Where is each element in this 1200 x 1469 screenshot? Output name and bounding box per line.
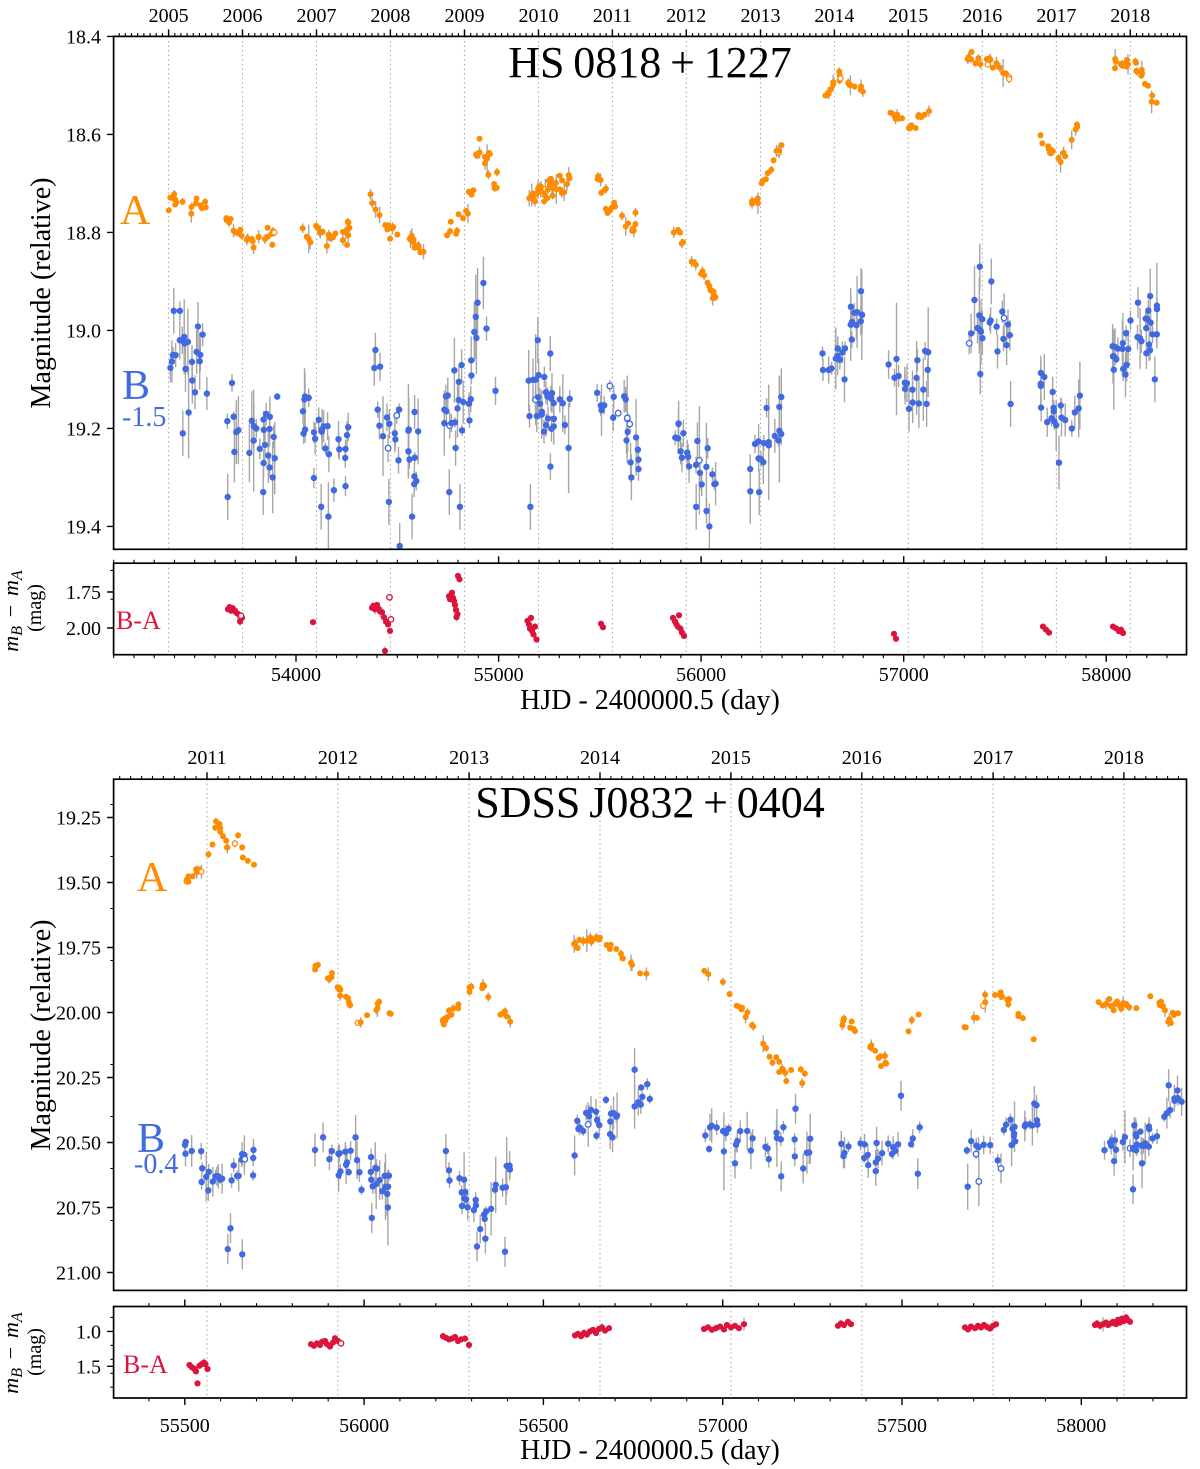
svg-text:20.75: 20.75 — [56, 1198, 101, 1220]
svg-text:19.2: 19.2 — [66, 418, 101, 440]
svg-text:-1.5: -1.5 — [122, 402, 166, 433]
svg-text:(mag): (mag) — [24, 1328, 46, 1376]
svg-text:56500: 56500 — [518, 1415, 568, 1437]
svg-text:2010: 2010 — [519, 5, 559, 27]
svg-text:19.4: 19.4 — [66, 516, 101, 538]
svg-text:2008: 2008 — [370, 5, 410, 27]
svg-text:18.4: 18.4 — [66, 26, 101, 48]
svg-text:HJD - 2400000.5 (day): HJD - 2400000.5 (day) — [520, 1435, 780, 1466]
svg-text:57000: 57000 — [879, 664, 929, 686]
svg-text:mB − mA: mB − mA — [0, 1312, 26, 1394]
svg-text:B: B — [137, 1116, 165, 1162]
svg-text:19.75: 19.75 — [56, 938, 101, 960]
svg-text:HJD - 2400000.5 (day): HJD - 2400000.5 (day) — [520, 685, 780, 716]
svg-text:2011: 2011 — [593, 5, 632, 27]
svg-text:2012: 2012 — [666, 5, 706, 27]
svg-text:19.0: 19.0 — [66, 320, 101, 342]
svg-text:2016: 2016 — [962, 5, 1002, 27]
svg-text:56000: 56000 — [339, 1415, 389, 1437]
svg-text:58000: 58000 — [1056, 1415, 1106, 1437]
svg-text:21.00: 21.00 — [56, 1263, 101, 1285]
svg-text:B-A: B-A — [123, 1350, 168, 1379]
svg-text:2015: 2015 — [888, 5, 928, 27]
svg-text:2009: 2009 — [445, 5, 485, 27]
svg-text:2014: 2014 — [814, 5, 854, 27]
svg-text:A: A — [137, 855, 168, 901]
svg-text:19.25: 19.25 — [56, 808, 101, 830]
svg-text:20.00: 20.00 — [56, 1003, 101, 1025]
svg-text:2007: 2007 — [297, 5, 337, 27]
svg-text:2013: 2013 — [741, 5, 781, 27]
svg-text:2014: 2014 — [580, 747, 620, 769]
svg-text:2005: 2005 — [149, 5, 189, 27]
svg-text:mB − mA: mB − mA — [0, 570, 26, 652]
svg-text:54000: 54000 — [271, 664, 321, 686]
svg-text:57000: 57000 — [698, 1415, 748, 1437]
svg-text:1.0: 1.0 — [76, 1321, 101, 1343]
svg-text:56000: 56000 — [676, 664, 726, 686]
svg-text:1.75: 1.75 — [66, 582, 101, 604]
svg-text:20.50: 20.50 — [56, 1133, 101, 1155]
svg-text:2018: 2018 — [1104, 747, 1144, 769]
svg-text:2.00: 2.00 — [66, 618, 101, 640]
svg-text:19.50: 19.50 — [56, 873, 101, 895]
svg-text:2017: 2017 — [973, 747, 1013, 769]
svg-text:SDSS J0832 + 0404: SDSS J0832 + 0404 — [475, 778, 825, 827]
svg-text:2012: 2012 — [318, 747, 358, 769]
svg-text:(mag): (mag) — [24, 584, 46, 632]
svg-text:2013: 2013 — [449, 747, 489, 769]
svg-text:55500: 55500 — [160, 1415, 210, 1437]
svg-text:B: B — [122, 363, 150, 409]
svg-text:20.25: 20.25 — [56, 1068, 101, 1090]
svg-text:A: A — [120, 188, 151, 234]
svg-text:-0.4: -0.4 — [134, 1149, 178, 1180]
svg-text:18.8: 18.8 — [66, 222, 101, 244]
svg-text:Magnitude (relative): Magnitude (relative) — [26, 178, 57, 409]
svg-text:B-A: B-A — [116, 606, 161, 635]
svg-text:2015: 2015 — [711, 747, 751, 769]
svg-text:2018: 2018 — [1110, 5, 1150, 27]
svg-text:57500: 57500 — [877, 1415, 927, 1437]
svg-text:2006: 2006 — [223, 5, 263, 27]
svg-text:2016: 2016 — [842, 747, 882, 769]
svg-text:55000: 55000 — [474, 664, 524, 686]
svg-text:2011: 2011 — [187, 747, 226, 769]
svg-text:18.6: 18.6 — [66, 124, 101, 146]
svg-text:Magnitude (relative): Magnitude (relative) — [26, 920, 57, 1151]
svg-text:1.5: 1.5 — [76, 1356, 101, 1378]
svg-text:58000: 58000 — [1081, 664, 1131, 686]
svg-text:2017: 2017 — [1036, 5, 1076, 27]
svg-text:HS 0818 + 1227: HS 0818 + 1227 — [508, 38, 792, 87]
